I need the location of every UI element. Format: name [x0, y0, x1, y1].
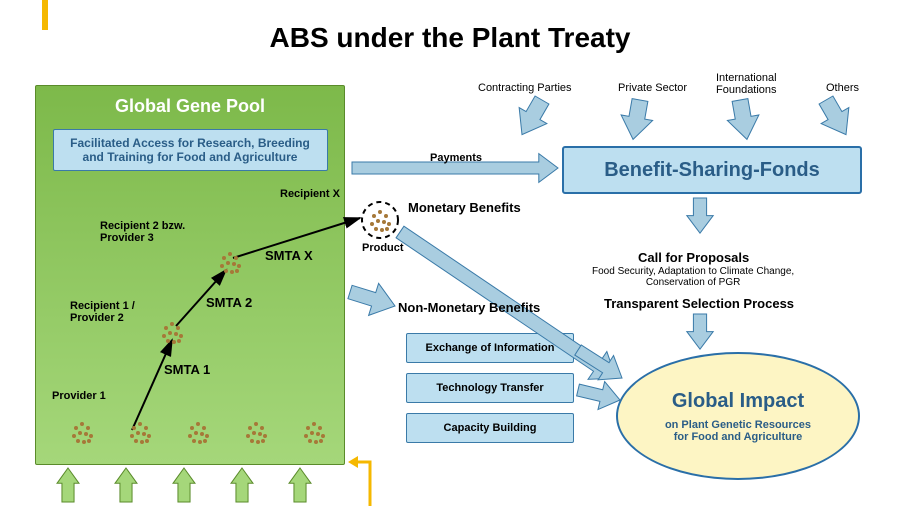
seed-cluster	[160, 320, 184, 344]
gene-pool-header: Global Gene Pool	[36, 86, 344, 121]
page-title: ABS under the Plant Treaty	[0, 22, 900, 54]
gene-pool-sub: Facilitated Access for Research, Breedin…	[53, 129, 328, 171]
nm-box-2: Technology Transfer	[406, 373, 574, 403]
seed-cluster	[70, 420, 94, 444]
seed-cluster	[218, 250, 242, 274]
seed-cluster	[128, 420, 152, 444]
nm-box-1: Exchange of Information	[406, 333, 574, 363]
seed-cluster	[302, 420, 326, 444]
nm-box-3: Capacity Building	[406, 413, 574, 443]
seed-cluster	[368, 208, 392, 232]
gene-pool-box: Global Gene Pool Facilitated Access for …	[35, 85, 345, 465]
impact-sub: on Plant Genetic Resources for Food and …	[665, 419, 811, 443]
seed-cluster	[244, 420, 268, 444]
seed-cluster	[186, 420, 210, 444]
global-impact: Global Impact on Plant Genetic Resources…	[616, 352, 860, 480]
benefit-sharing-fonds: Benefit-Sharing-Fonds	[562, 146, 862, 194]
impact-title: Global Impact	[672, 390, 804, 413]
